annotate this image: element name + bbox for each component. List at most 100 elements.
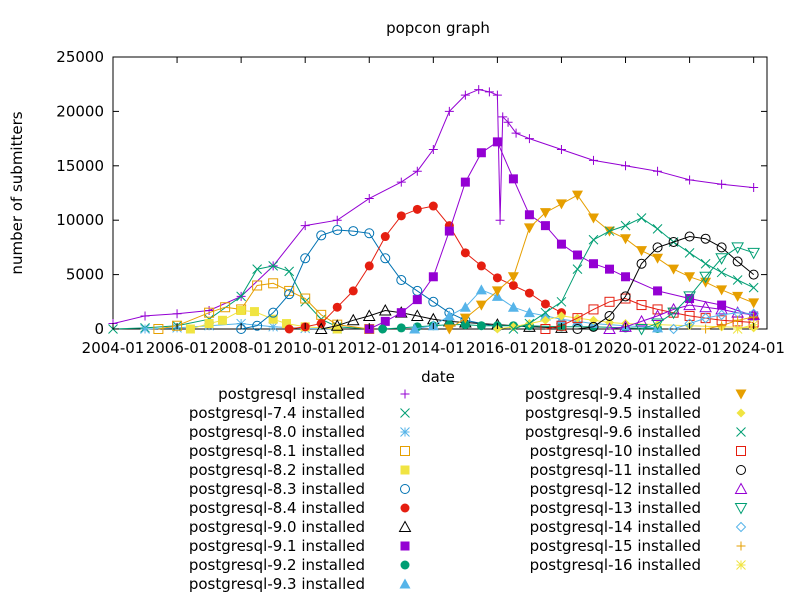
data-point [556, 239, 566, 249]
legend-entry: postgresql-8.1 installed [189, 442, 410, 460]
data-point [668, 264, 680, 275]
data-point [524, 210, 534, 220]
data-point [716, 242, 727, 253]
data-point [204, 307, 215, 318]
legend-label: postgresql-14 installed [530, 518, 701, 536]
data-point [556, 144, 566, 154]
data-point [588, 259, 598, 269]
legend-entry: postgresql-14 installed [530, 518, 747, 536]
data-point [268, 261, 279, 271]
x-tick-label: 2018-01 [530, 339, 593, 357]
data-point [731, 242, 744, 254]
series-11 [443, 190, 760, 335]
data-point [508, 280, 518, 290]
data-point [700, 312, 711, 324]
legend-marker [735, 521, 747, 533]
data-point [460, 320, 470, 330]
data-point [717, 321, 727, 331]
data-point [460, 177, 470, 187]
data-point [668, 323, 679, 335]
data-point [668, 236, 679, 247]
data-point [604, 226, 615, 236]
data-point [604, 296, 615, 307]
series-line [240, 229, 498, 330]
data-point [153, 324, 164, 334]
data-point [476, 148, 486, 158]
series-8 [364, 137, 759, 334]
data-point [653, 166, 663, 176]
data-point [717, 300, 727, 310]
data-point [484, 87, 494, 97]
data-point [300, 296, 311, 307]
series-17 [635, 242, 760, 336]
series-line [641, 246, 754, 330]
legend-marker [734, 503, 748, 515]
series-line [609, 304, 754, 330]
data-point [459, 313, 471, 324]
legend-marker [736, 560, 746, 570]
data-point [459, 301, 471, 312]
legend-marker [736, 465, 746, 475]
legend-label: postgresql installed [218, 385, 365, 403]
x-tick-label: 2022-01 [658, 339, 721, 357]
series-layer [108, 85, 760, 336]
legend-entry: postgresql-12 installed [530, 480, 748, 498]
data-point [572, 250, 582, 260]
data-point [699, 271, 712, 284]
data-point [396, 323, 406, 333]
x-tick-label: 2008-01 [210, 339, 273, 357]
data-point [588, 155, 598, 165]
data-point [314, 322, 328, 334]
data-point [732, 324, 743, 334]
data-point [571, 190, 583, 201]
data-point [380, 316, 390, 326]
data-point [508, 324, 519, 334]
legend-marker [400, 503, 410, 513]
data-point [172, 320, 183, 331]
data-point [652, 253, 664, 264]
data-point [348, 286, 358, 296]
data-point [523, 307, 535, 318]
y-tick-label: 25000 [56, 48, 104, 66]
data-point [685, 175, 695, 185]
legend-label: postgresql-8.3 installed [189, 480, 365, 498]
data-point [378, 324, 388, 334]
legend-entry: postgresql-15 installed [530, 537, 746, 555]
data-point [540, 324, 551, 334]
series-line [158, 282, 370, 330]
data-point [252, 264, 263, 275]
legend-label: postgresql-10 installed [530, 442, 701, 460]
data-point [332, 324, 342, 334]
data-point [507, 301, 519, 312]
data-point [428, 144, 438, 154]
y-axis-label: number of submitters [8, 111, 26, 274]
data-point [300, 221, 310, 231]
data-point [684, 247, 695, 258]
data-point [539, 310, 551, 321]
y-tick-label: 5000 [66, 266, 104, 284]
data-point [667, 307, 680, 320]
data-point [620, 220, 631, 231]
data-point [428, 201, 438, 211]
series-16 [603, 298, 760, 334]
data-point [380, 232, 390, 242]
legend-entry: postgresql-9.5 installed [525, 404, 746, 422]
data-point [475, 284, 487, 295]
legend-marker [400, 446, 410, 456]
data-point [412, 204, 422, 214]
data-point [603, 322, 616, 334]
data-point [409, 323, 421, 334]
data-point [268, 278, 279, 289]
legend-marker [400, 389, 410, 399]
data-point [364, 261, 374, 271]
data-point [396, 211, 406, 221]
data-point [700, 233, 711, 244]
data-point [683, 298, 696, 311]
data-point [380, 253, 391, 264]
data-point [621, 161, 631, 171]
legend-marker [400, 484, 410, 494]
legend-label: postgresql-8.0 installed [189, 423, 365, 441]
